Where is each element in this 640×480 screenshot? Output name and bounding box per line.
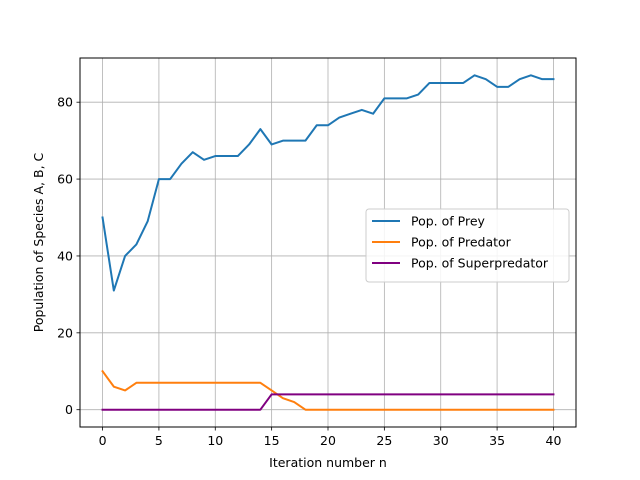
x-tick-label: 10: [207, 433, 223, 448]
legend-label: Pop. of Superpredator: [411, 256, 549, 271]
x-tick-label: 40: [546, 433, 562, 448]
series-lines: [101, 74, 555, 411]
legend-box: [365, 208, 570, 283]
x-tick-label: 20: [320, 433, 336, 448]
y-tick-label: 20: [57, 325, 73, 340]
x-tick-label: 15: [264, 433, 280, 448]
x-tick-label: 0: [99, 433, 107, 448]
y-axis-label: Population of Species A, B, C: [31, 152, 46, 332]
y-tick-label: 80: [57, 95, 73, 110]
series-line-1: [101, 74, 555, 292]
x-tick-label: 5: [155, 433, 163, 448]
x-tick-label: 35: [489, 433, 505, 448]
y-tick-label: 0: [65, 402, 73, 417]
y-tick-label: 40: [57, 248, 73, 263]
x-tick-label: 25: [376, 433, 392, 448]
series-line-2: [101, 369, 555, 411]
x-tick-label: 30: [433, 433, 449, 448]
x-axis-label: Iteration number n: [269, 455, 387, 470]
legend-label: Pop. of Predator: [411, 235, 512, 250]
legend: Pop. of Prey Pop. of Predator Pop. of Supe…: [365, 208, 570, 283]
axis-ticks: 0 5 10 15 20 25 30 35 40 0 20 40 60 80: [57, 95, 561, 448]
legend-label: Pop. of Prey: [411, 214, 486, 229]
series-line-3: [101, 393, 555, 411]
y-tick-label: 60: [57, 172, 73, 187]
